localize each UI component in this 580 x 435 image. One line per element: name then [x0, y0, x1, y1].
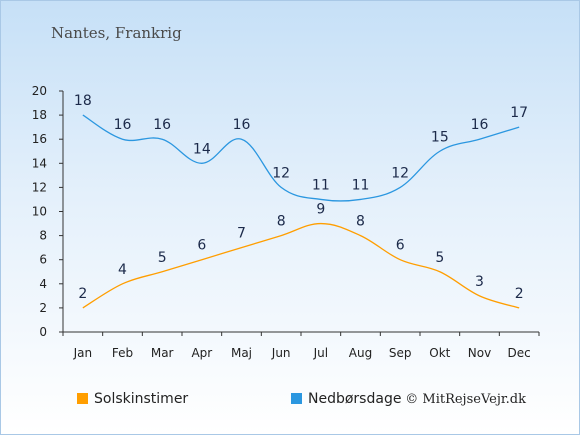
legend-label: Solskinstimer [94, 391, 188, 407]
legend: Solskinstimer Nedbørsdage [77, 391, 401, 407]
x-tick-label: Nov [468, 346, 491, 360]
x-tick-label: Sep [389, 346, 412, 360]
y-tick-label: 8 [39, 229, 47, 243]
data-label: 18 [74, 93, 92, 109]
chart-title: Nantes, Frankrig [51, 24, 182, 42]
y-tick-label: 2 [39, 301, 47, 315]
data-label: 16 [114, 117, 132, 133]
data-label: 2 [78, 286, 87, 302]
series-line-1 [82, 222, 520, 309]
y-tick-label: 16 [32, 132, 47, 146]
x-tick-label: Aug [349, 346, 372, 360]
data-labels: 2 4 5 6 7 8 9 8 6 5 3 2 18 16 16 14 16 12 11 11 12 15 16 17 [74, 93, 528, 302]
data-label: 5 [158, 250, 167, 266]
legend-swatch [291, 393, 302, 404]
data-label: 8 [277, 214, 286, 230]
data-label: 4 [118, 262, 127, 278]
data-label: 16 [471, 117, 489, 133]
data-label: 12 [391, 165, 409, 181]
data-label: 16 [153, 117, 171, 133]
y-tick-label: 0 [39, 325, 47, 339]
data-label: 6 [396, 238, 405, 254]
data-label: 3 [475, 274, 484, 290]
x-tick-label: Okt [429, 346, 450, 360]
legend-label: Nedbørsdage [308, 391, 401, 407]
data-label: 7 [237, 226, 246, 242]
x-tick-label: Jul [313, 346, 328, 360]
axes: 0 2 4 6 8 10 12 14 16 18 20 Jan Feb Mar Apr Maj Jun Jul Au… [32, 84, 540, 360]
data-label: 6 [197, 238, 206, 254]
credit-text: © MitRejseVejr.dk [405, 392, 526, 407]
x-tick-label: Maj [231, 346, 252, 360]
x-tick-label: Mar [151, 346, 174, 360]
data-label: 9 [316, 202, 325, 218]
data-label: 11 [312, 177, 330, 193]
x-tick-label: Jun [271, 346, 291, 360]
data-label: 12 [272, 165, 290, 181]
y-tick-label: 10 [32, 205, 47, 219]
legend-swatch [77, 393, 88, 404]
x-tick-label: Jan [73, 346, 93, 360]
data-label: 15 [431, 129, 449, 145]
x-tick-label: Apr [191, 346, 212, 360]
data-label: 17 [510, 105, 528, 121]
y-tick-label: 4 [39, 277, 47, 291]
x-tick-label: Dec [508, 346, 531, 360]
y-tick-label: 12 [32, 180, 47, 194]
y-tick-label: 18 [32, 108, 47, 122]
data-label: 5 [435, 250, 444, 266]
data-label: 14 [193, 141, 211, 157]
series-layer [82, 114, 520, 309]
data-label: 16 [233, 117, 251, 133]
series-line-2 [82, 114, 520, 202]
y-tick-label: 14 [32, 156, 47, 170]
x-tick-label: Feb [112, 346, 133, 360]
y-tick-label: 20 [32, 84, 47, 98]
data-label: 8 [356, 214, 365, 230]
data-label: 11 [352, 177, 370, 193]
y-tick-label: 6 [39, 253, 47, 267]
data-label: 2 [515, 286, 524, 302]
